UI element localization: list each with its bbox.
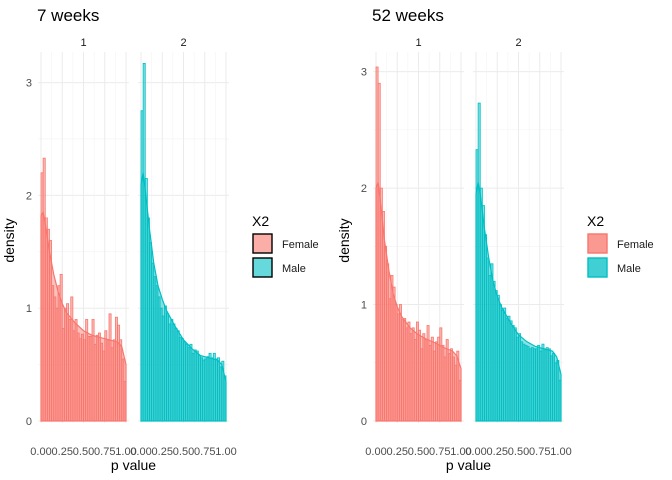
y-tick-label: 1 xyxy=(361,300,367,312)
legend-label: Male xyxy=(617,263,641,275)
density-curve xyxy=(140,172,227,422)
x-tick-label: 1.00 xyxy=(450,446,471,458)
legend-key xyxy=(587,233,608,254)
x-tick-label: 0.00 xyxy=(130,446,151,458)
legend-key xyxy=(587,257,608,278)
x-tick-label: 1.00 xyxy=(115,446,136,458)
y-tick-label: 3 xyxy=(361,67,367,79)
x-tick-label: 0.75 xyxy=(94,446,115,458)
series-female xyxy=(375,66,462,422)
x-tick-label: 0.75 xyxy=(429,446,450,458)
facet-strip-label: 1 xyxy=(80,37,86,49)
facet-panel: 1 0.00 0.25 0.50 0.75 1.00 xyxy=(30,37,136,458)
legend-label: Female xyxy=(617,239,654,251)
x-axis-title: p value xyxy=(111,457,156,473)
x-tick-label: 0.25 xyxy=(152,446,173,458)
x-tick-label: 0.50 xyxy=(508,446,529,458)
density-curve xyxy=(40,210,127,422)
x-tick-label: 0.25 xyxy=(52,446,73,458)
x-tick-label: 0.50 xyxy=(173,446,194,458)
chart-title: 52 weeks xyxy=(372,6,444,25)
legend-label: Female xyxy=(282,239,319,251)
y-tick-label: 3 xyxy=(26,78,32,90)
y-tick-label: 2 xyxy=(26,190,32,202)
x-tick-label: 0.00 xyxy=(30,446,51,458)
x-tick-label: 1.00 xyxy=(215,446,236,458)
facet-strip-label: 2 xyxy=(180,37,186,49)
x-tick-label: 0.75 xyxy=(194,446,215,458)
x-tick-label: 0.25 xyxy=(387,446,408,458)
density-curve xyxy=(375,182,462,422)
y-tick-label: 1 xyxy=(26,303,32,315)
legend-key xyxy=(252,257,273,278)
y-tick-label: 2 xyxy=(361,183,367,195)
legend-title: X2 xyxy=(587,213,604,229)
x-axis-title: p value xyxy=(446,457,491,473)
facet-panel: 1 0.00 0.25 0.50 0.75 1.00 xyxy=(365,37,471,458)
series-male xyxy=(140,62,227,422)
series-female xyxy=(40,157,127,422)
facet-strip-label: 1 xyxy=(415,37,421,49)
legend: X2 Female Male xyxy=(587,213,654,278)
y-axis-title: density xyxy=(336,218,352,262)
x-tick-label: 0.25 xyxy=(487,446,508,458)
y-tick-label: 0 xyxy=(26,416,32,428)
series-male xyxy=(475,102,562,422)
x-tick-label: 0.50 xyxy=(408,446,429,458)
x-tick-label: 0.50 xyxy=(73,446,94,458)
y-tick-label: 0 xyxy=(361,416,367,428)
x-tick-label: 1.00 xyxy=(550,446,571,458)
x-tick-label: 0.00 xyxy=(365,446,386,458)
x-tick-label: 0.00 xyxy=(465,446,486,458)
legend-title: X2 xyxy=(252,213,269,229)
facet-panel: 2 0.00 0.25 0.50 0.75 1.00 xyxy=(130,37,236,458)
legend: X2 Female Male xyxy=(252,213,319,278)
y-axis-title: density xyxy=(1,218,17,262)
facet-strip-label: 2 xyxy=(515,37,521,49)
facet-panel: 2 0.00 0.25 0.50 0.75 1.00 xyxy=(465,37,571,458)
x-tick-label: 0.75 xyxy=(529,446,550,458)
legend-key xyxy=(252,233,273,254)
chart-title: 7 weeks xyxy=(37,6,99,25)
legend-label: Male xyxy=(282,263,306,275)
density-curve xyxy=(475,182,562,422)
